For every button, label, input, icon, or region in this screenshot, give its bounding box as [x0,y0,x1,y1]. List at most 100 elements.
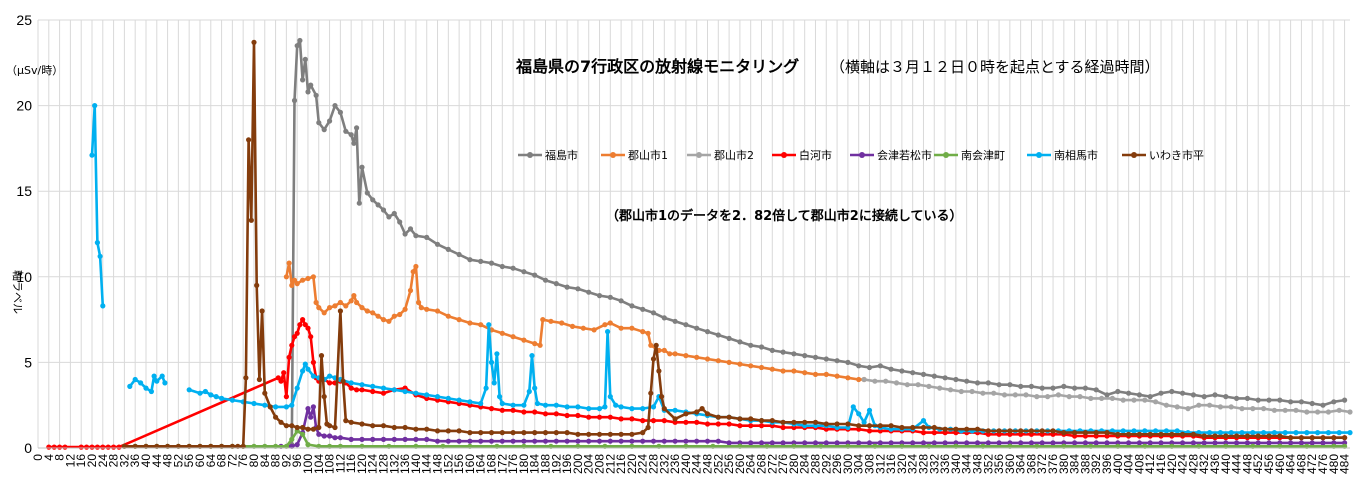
data-point [370,436,376,442]
data-point [1223,433,1229,439]
data-point [1255,433,1261,439]
data-point [607,414,613,420]
data-point [1050,385,1056,391]
data-point [861,376,867,383]
data-point [1298,435,1304,441]
x-tick-label: 24 [96,454,110,468]
data-point [667,351,673,357]
data-point [434,308,441,314]
x-tick-label: 464 [1284,454,1298,474]
x-tick-label: 240 [679,454,693,474]
data-point [289,436,295,442]
x-tick-label: 28 [107,454,121,468]
data-point [289,402,295,408]
x-tick-label: 344 [960,454,974,474]
data-point [370,310,376,316]
x-tick-label: 152 [441,454,455,474]
data-point [305,426,311,432]
data-point [445,246,451,252]
data-point [1093,430,1099,436]
data-point [251,39,257,45]
data-point [456,317,462,323]
plot-area [46,37,1353,450]
data-point [607,394,613,400]
data-point [1266,397,1272,403]
data-point [308,82,314,88]
data-point [351,293,357,299]
legend-label: 福島市 [545,148,578,162]
data-point [910,370,916,376]
data-point [321,310,327,316]
data-point [715,414,721,420]
data-point [1228,404,1234,410]
data-point [1255,440,1261,446]
data-point [780,424,786,431]
x-tick-label: 324 [906,454,920,474]
legend: 福島市 郡山市1 郡山市2 白河市 会津若松市 南会津町 南相馬市 いわき市平 [518,148,1204,162]
data-point [920,424,927,431]
legend-item: 郡山市2 [687,148,754,162]
x-tick-label: 104 [312,454,326,474]
data-point [370,388,376,395]
data-point [758,364,765,371]
data-point [964,440,970,446]
data-point [650,310,657,316]
data-point [704,356,711,362]
x-tick-label: 64 [204,454,218,468]
data-point [532,409,538,415]
data-point [251,400,257,407]
data-point [397,219,403,225]
x-tick-label: 256 [722,454,736,474]
series-1 [289,37,1348,448]
data-point [1126,431,1132,437]
data-point [1190,392,1196,398]
data-point [726,359,732,365]
data-point [1282,407,1288,413]
data-point [283,404,289,410]
data-point [1093,387,1099,393]
data-point [661,438,667,444]
data-point [327,380,333,386]
data-point [1012,392,1018,398]
axes: 0510152025048121620242832364044485256606… [16,12,1351,474]
data-point [694,419,700,425]
data-point [926,383,932,389]
data-point [364,190,370,196]
data-point [996,440,1002,446]
data-point [715,438,721,444]
data-point [391,313,397,319]
data-point [499,400,505,407]
x-tick-label: 296 [830,454,844,474]
data-point [413,390,419,396]
legend-marker [1131,152,1137,158]
data-point [1336,407,1342,413]
x-tick-label: 12 [63,454,77,468]
data-point [737,416,743,422]
data-point [607,438,613,444]
x-tick-label: 396 [1100,454,1114,474]
legend-marker [1036,152,1042,158]
data-point [1061,383,1067,389]
data-point [1298,399,1304,405]
data-point [316,424,322,431]
data-point [254,282,260,288]
data-point [991,390,997,396]
data-point [629,325,635,331]
data-point [305,406,311,412]
data-point [51,444,57,450]
data-point [877,363,883,369]
data-point [553,402,559,408]
data-point [300,431,306,437]
data-point [337,435,343,441]
data-point [575,286,581,292]
data-point [856,411,862,417]
data-point [613,402,619,408]
x-tick-label: 280 [787,454,801,474]
data-point [575,438,581,444]
x-tick-label: 360 [1003,454,1017,474]
data-point [162,380,168,386]
data-point [548,318,554,324]
x-tick-label: 468 [1294,454,1308,474]
x-tick-label: 380 [1057,454,1071,474]
